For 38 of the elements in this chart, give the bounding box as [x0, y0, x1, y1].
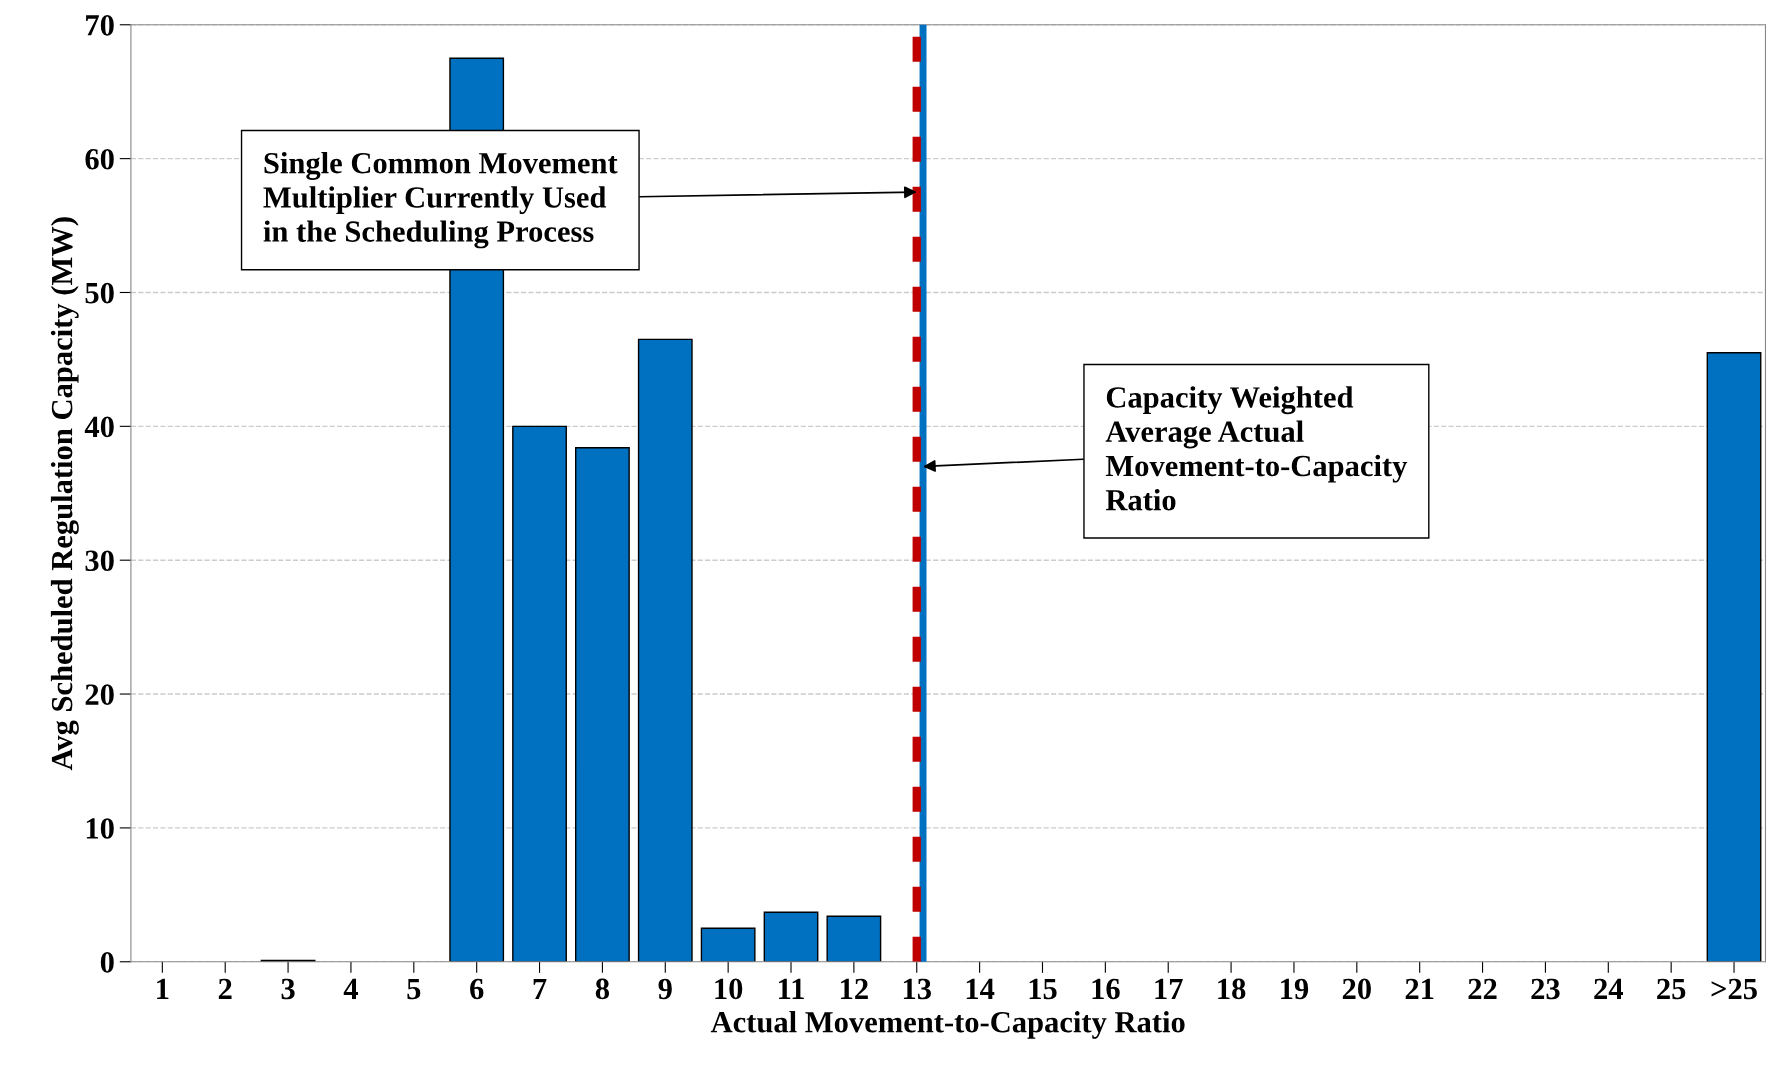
- y-tick-label: 30: [85, 550, 114, 572]
- x-tick-label: 1: [157, 978, 169, 999]
- x-tick-label: 10: [715, 978, 743, 1000]
- x-tick-label: 13: [903, 978, 931, 1000]
- annotation: Single Common Movement Multiplier Currently Used in the Scheduling Process: [263, 151, 618, 249]
- x-tick-label: 15: [1029, 978, 1057, 1000]
- annotation: Capacity Weighted Average Actual Movement-to-Capacity Ratio: [1105, 386, 1408, 511]
- y-tick-label: 50: [85, 282, 114, 304]
- x-tick-label: 12: [841, 978, 868, 999]
- x-tick-label: 3: [281, 978, 295, 1000]
- x-tick-label: 16: [1092, 978, 1120, 1000]
- x-tick-label: 4: [343, 978, 359, 999]
- x-tick-label: 17: [1155, 978, 1183, 999]
- x-tick-label: 19: [1281, 978, 1309, 1000]
- x-tick-label: 8: [595, 978, 610, 1000]
- x-tick-label: 18: [1218, 978, 1246, 1000]
- y-tick-label: 70: [86, 15, 114, 36]
- x-tick-label: 5: [407, 978, 421, 1000]
- x-tick-label: 11: [779, 978, 804, 999]
- x-tick-label: 22: [1468, 978, 1497, 999]
- x-tick-label: 2: [218, 978, 232, 999]
- x-tick-label: 6: [470, 978, 484, 1000]
- x-tick-label: 25: [1657, 978, 1686, 1000]
- y-tick-label: 20: [85, 684, 114, 705]
- y-tick-label: 40: [84, 416, 114, 438]
- x-tick-label: 23: [1531, 978, 1560, 1000]
- x-tick-label: 24: [1594, 978, 1623, 999]
- x-tick-label: >25: [1711, 978, 1757, 1000]
- y-tick-label: 10: [86, 818, 114, 839]
- x-axis-title: Actual Movement-to-Capacity Ratio: [710, 1011, 1185, 1039]
- x-tick-label: 20: [1342, 978, 1371, 1000]
- x-tick-label: 7: [533, 978, 547, 999]
- x-tick-label: 9: [658, 978, 672, 1000]
- y-tick-label: 60: [85, 148, 114, 170]
- x-tick-label: 21: [1405, 978, 1434, 999]
- x-tick-label: 14: [966, 978, 995, 999]
- y-tick-label: 0: [100, 952, 114, 973]
- y-axis-title: Avg Scheduled Regulation Capacity (MW): [50, 217, 79, 771]
